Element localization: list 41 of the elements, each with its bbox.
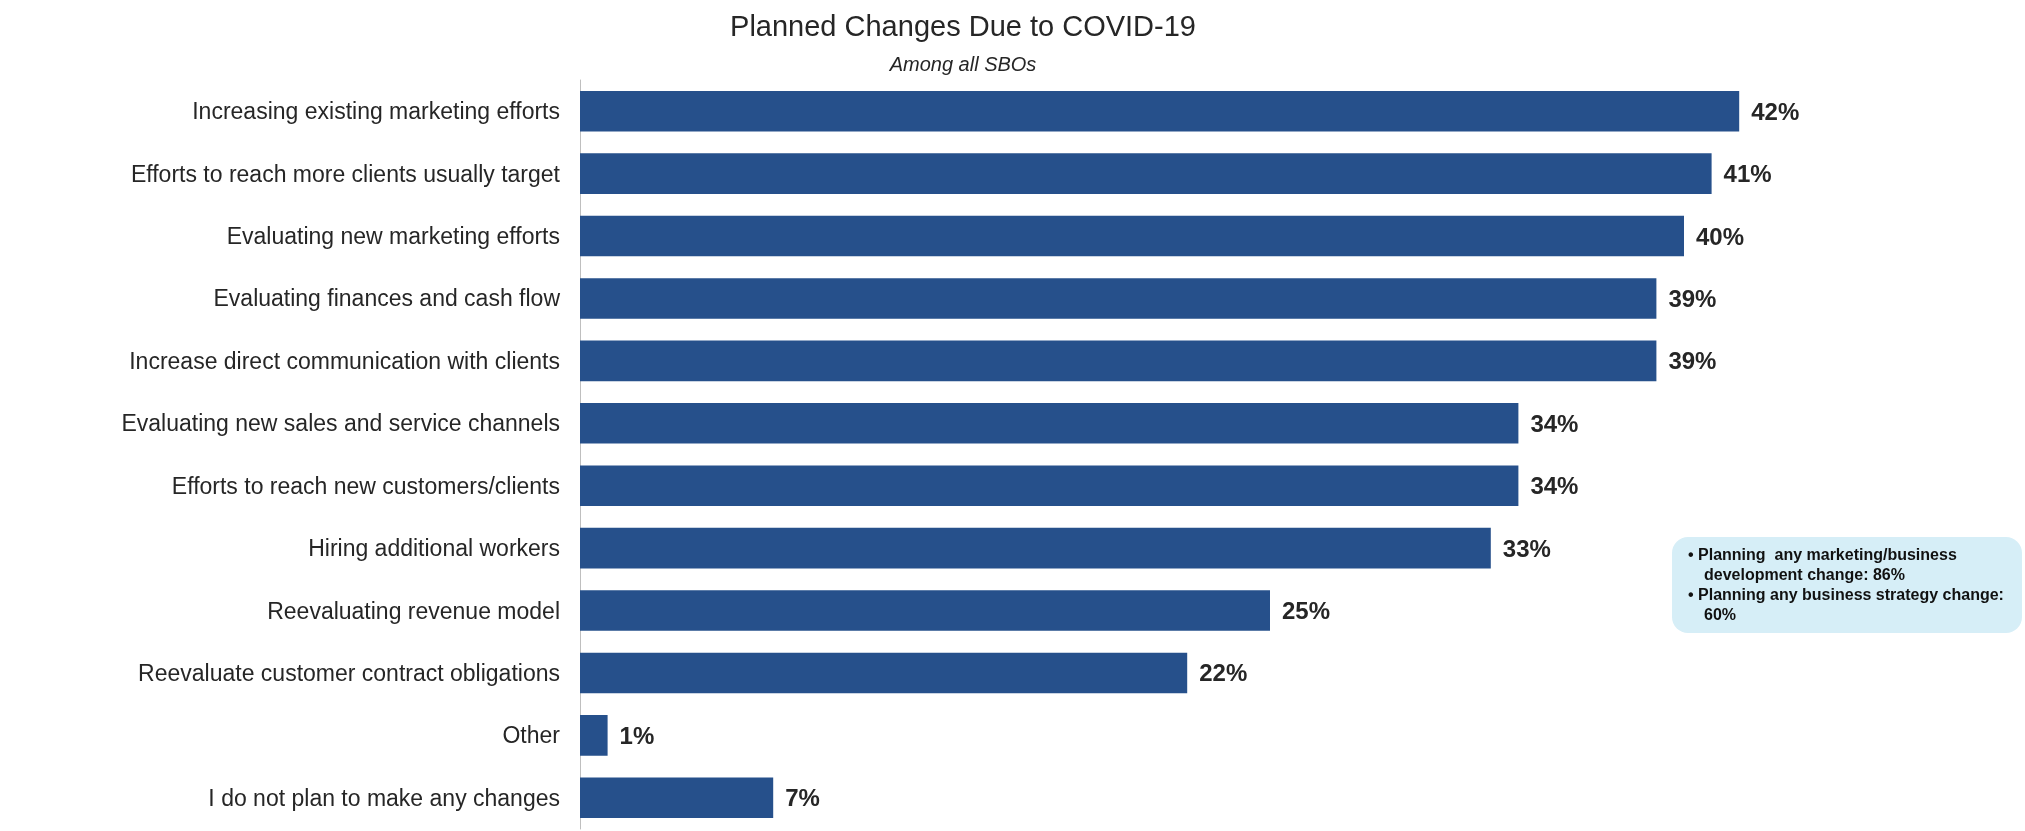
bar bbox=[580, 278, 1657, 319]
bar bbox=[580, 403, 1519, 444]
y-tick-label: Efforts to reach new customers/clients bbox=[171, 472, 560, 499]
annotation: • Planning any business strategy change: 60% bbox=[1688, 585, 2005, 625]
y-tick-label: Efforts to reach more clients usually target bbox=[130, 160, 561, 187]
data-label: 34% bbox=[1530, 409, 1579, 437]
data-label: 42% bbox=[1751, 97, 1800, 125]
bar bbox=[580, 527, 1491, 569]
bar bbox=[580, 465, 1519, 506]
data-label: 1% bbox=[619, 721, 655, 749]
data-label: 39% bbox=[1668, 347, 1717, 375]
data-label: 34% bbox=[1530, 472, 1579, 500]
bar bbox=[580, 590, 1270, 631]
chart-subtitle: Among all SBOs bbox=[888, 53, 1037, 75]
data-label: 40% bbox=[1696, 222, 1745, 250]
y-tick-label: Increase direct communication with clients bbox=[129, 347, 560, 374]
bar bbox=[580, 90, 1740, 132]
callout-box: • Planning any marketing/business development change: 86% • Planning any business strategy change: 60% bbox=[1672, 537, 2022, 633]
y-tick-label: Reevaluate customer contract obligations bbox=[138, 659, 560, 686]
bar bbox=[580, 215, 1684, 257]
bar bbox=[580, 777, 774, 819]
bar bbox=[580, 715, 608, 756]
data-label: 25% bbox=[1282, 597, 1331, 625]
y-tick-label: Evaluating new marketing efforts bbox=[226, 223, 560, 250]
y-tick-label: Evaluating finances and cash flow bbox=[213, 285, 561, 312]
data-label: 7% bbox=[785, 784, 820, 812]
bar bbox=[580, 153, 1712, 194]
data-label: 22% bbox=[1199, 659, 1248, 687]
y-tick-label: Other bbox=[502, 722, 561, 749]
data-label: 39% bbox=[1668, 284, 1717, 312]
y-tick-label: I do not plan to make any changes bbox=[208, 784, 560, 811]
bar bbox=[580, 340, 1657, 382]
bar bbox=[580, 652, 1188, 694]
y-tick-label: Evaluating new sales and service channels bbox=[121, 410, 560, 437]
y-tick-label: Hiring additional workers bbox=[308, 535, 560, 562]
annotation: • Planning any marketing/business development change: 86% bbox=[1688, 545, 1958, 585]
y-tick-label: Increasing existing marketing efforts bbox=[192, 98, 560, 125]
chart-title: Planned Changes Due to COVID-19 bbox=[730, 9, 1196, 42]
y-tick-label: Reevaluating revenue model bbox=[267, 597, 560, 624]
data-label: 33% bbox=[1502, 534, 1551, 562]
data-label: 41% bbox=[1723, 160, 1772, 188]
